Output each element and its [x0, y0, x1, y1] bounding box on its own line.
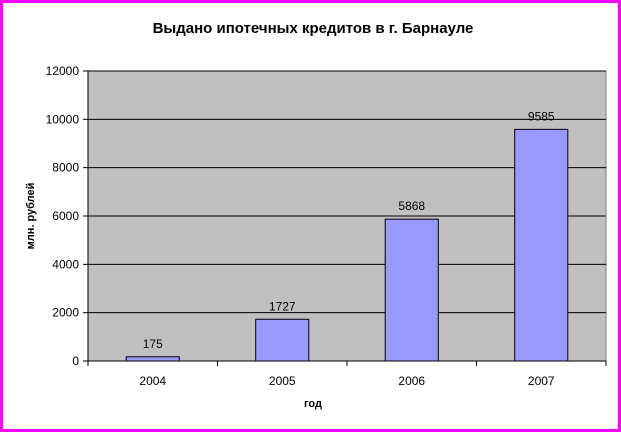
chart-title: Выдано ипотечных кредитов в г. Барнауле: [153, 20, 474, 37]
chart: Выдано ипотечных кредитов в г. Барнауле …: [25, 20, 607, 410]
x-tick-label: 2004: [139, 374, 166, 388]
x-tick-label: 2007: [528, 374, 555, 388]
y-axis-label: млн. рублей: [25, 183, 37, 250]
bars: [125, 128, 569, 362]
bar-2005: [255, 318, 310, 362]
y-tick-label: 6000: [52, 209, 79, 223]
data-label-2007: 9585: [528, 109, 555, 123]
data-label-2004: 175: [143, 337, 163, 351]
data-labels: 175 1727 5868 9585: [143, 109, 555, 350]
x-axis-ticks: 2004 2005 2006 2007: [87, 361, 607, 388]
data-label-2005: 1727: [269, 299, 296, 313]
y-tick-label: 8000: [52, 161, 79, 175]
data-label-2006: 5868: [398, 199, 425, 213]
x-axis-label: год: [304, 398, 322, 410]
y-tick-label: 10000: [46, 112, 80, 126]
y-tick-label: 4000: [52, 257, 79, 271]
y-tick-label: 2000: [52, 306, 79, 320]
bar-2004: [125, 356, 180, 362]
y-tick-label: 12000: [46, 64, 80, 78]
bar-2006: [384, 218, 439, 362]
x-tick-label: 2005: [269, 374, 296, 388]
bar-2007: [514, 128, 569, 362]
y-tick-label: 0: [72, 354, 79, 368]
x-tick-label: 2006: [398, 374, 425, 388]
y-axis-ticks: 0 2000 4000 6000 8000 10000 12000: [46, 64, 88, 368]
